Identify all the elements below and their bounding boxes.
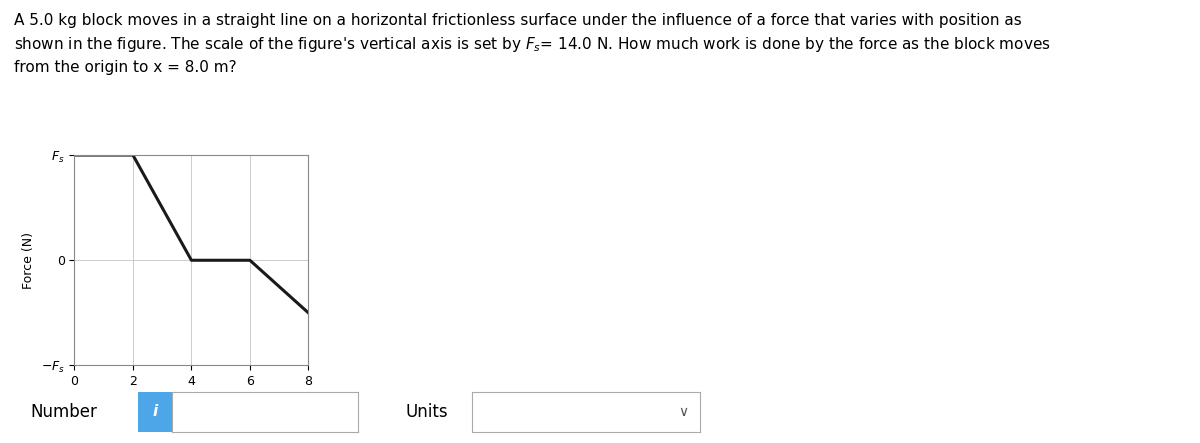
X-axis label: Position (m): Position (m) <box>149 394 234 407</box>
Text: Number: Number <box>30 403 97 421</box>
Text: Units: Units <box>406 403 449 421</box>
Text: ∨: ∨ <box>678 405 689 419</box>
Text: i: i <box>152 404 157 420</box>
Y-axis label: Force (N): Force (N) <box>22 232 35 289</box>
Text: A 5.0 kg block moves in a straight line on a horizontal frictionless surface und: A 5.0 kg block moves in a straight line … <box>14 13 1051 75</box>
